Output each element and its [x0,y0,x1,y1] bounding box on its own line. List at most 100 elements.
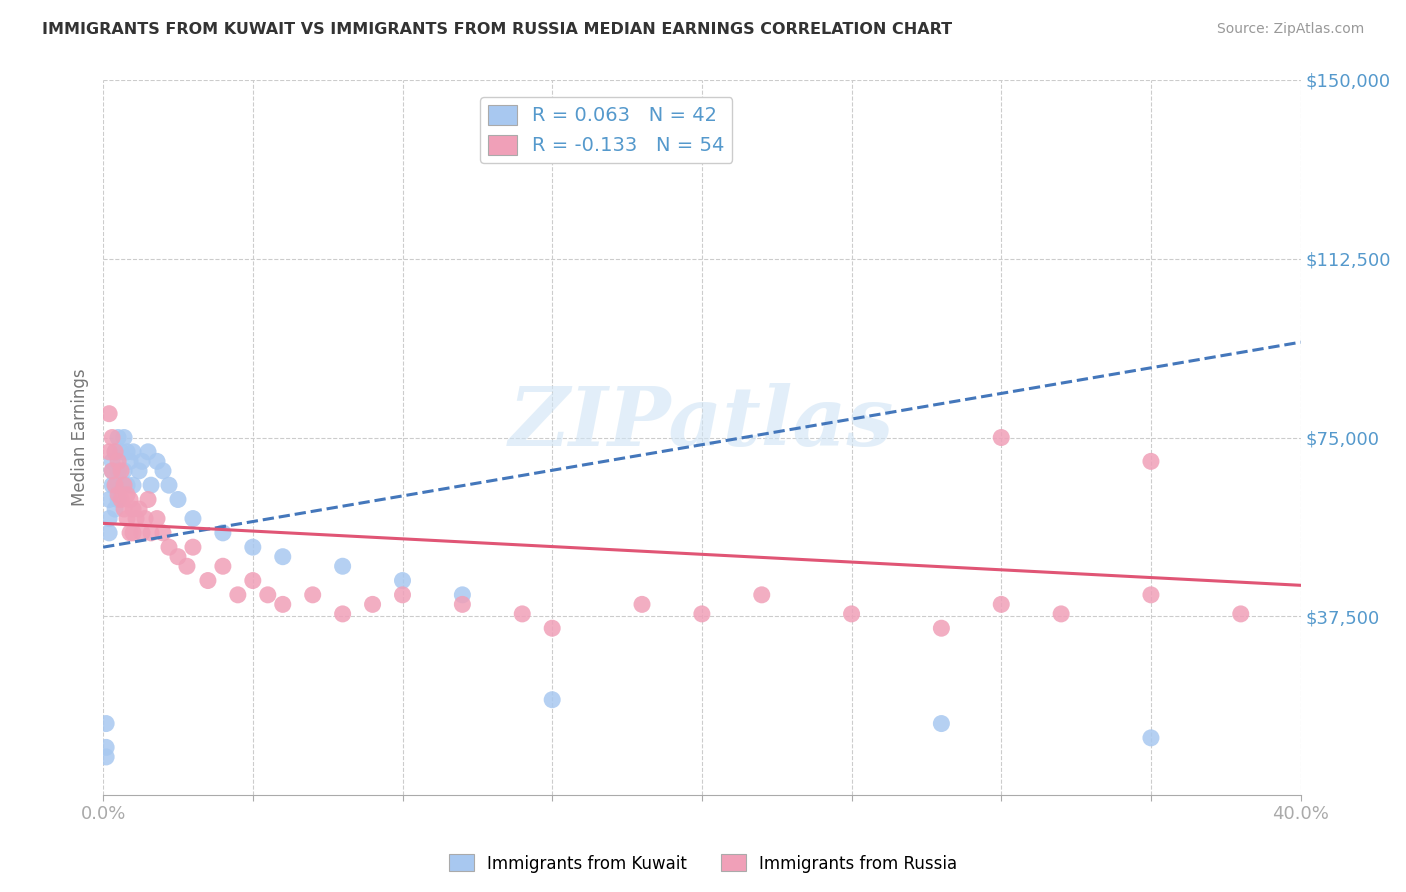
Point [212,559,235,574]
Point [107,454,129,468]
Point [122,525,145,540]
Legend: Immigrants from Kuwait, Immigrants from Russia: Immigrants from Kuwait, Immigrants from … [443,847,963,880]
Point [115,511,138,525]
Point [1229,607,1251,621]
Point [271,598,294,612]
Point [146,454,169,468]
Point [110,464,132,478]
Point [128,464,150,478]
Point [112,464,135,478]
Point [94,740,117,755]
Text: Source: ZipAtlas.com: Source: ZipAtlas.com [1216,22,1364,37]
Point [104,478,127,492]
Point [104,445,127,459]
Point [541,621,564,635]
Point [391,574,413,588]
Point [101,464,124,478]
Point [101,430,124,444]
Point [101,464,124,478]
Point [157,540,180,554]
Point [690,607,713,621]
Point [990,430,1012,444]
Point [510,607,533,621]
Point [101,454,124,468]
Point [104,502,127,516]
Point [301,588,323,602]
Point [167,492,190,507]
Point [152,464,174,478]
Point [181,540,204,554]
Point [112,502,135,516]
Point [136,445,159,459]
Point [931,716,953,731]
Point [391,588,413,602]
Point [120,454,142,468]
Point [107,464,129,478]
Y-axis label: Median Earnings: Median Earnings [72,368,89,507]
Point [94,750,117,764]
Point [107,488,129,502]
Point [139,478,162,492]
Point [152,525,174,540]
Point [332,607,354,621]
Point [110,478,132,492]
Point [134,511,156,525]
Point [451,588,474,602]
Point [256,588,278,602]
Point [122,502,145,516]
Point [131,454,153,468]
Legend: R = 0.063   N = 42, R = -0.133   N = 54: R = 0.063 N = 42, R = -0.133 N = 54 [479,97,733,163]
Point [101,478,124,492]
Point [931,621,953,635]
Point [146,511,169,525]
Point [226,588,249,602]
Point [212,525,235,540]
Point [122,445,145,459]
Point [122,478,145,492]
Point [541,692,564,706]
Point [197,574,219,588]
Point [131,525,153,540]
Point [115,488,138,502]
Point [120,492,142,507]
Point [361,598,384,612]
Point [181,511,204,525]
Point [98,445,121,459]
Point [98,492,121,507]
Point [110,492,132,507]
Point [94,716,117,731]
Point [451,598,474,612]
Point [242,574,264,588]
Point [110,445,132,459]
Point [115,478,138,492]
Text: ZIPatlas: ZIPatlas [509,384,894,463]
Point [990,598,1012,612]
Point [1140,731,1163,745]
Point [841,607,863,621]
Point [176,559,198,574]
Point [157,478,180,492]
Point [1140,454,1163,468]
Point [115,445,138,459]
Text: IMMIGRANTS FROM KUWAIT VS IMMIGRANTS FROM RUSSIA MEDIAN EARNINGS CORRELATION CHA: IMMIGRANTS FROM KUWAIT VS IMMIGRANTS FRO… [42,22,952,37]
Point [104,478,127,492]
Point [242,540,264,554]
Point [136,492,159,507]
Point [751,588,773,602]
Point [167,549,190,564]
Point [125,511,148,525]
Point [112,430,135,444]
Point [139,525,162,540]
Point [1140,588,1163,602]
Point [112,478,135,492]
Point [128,502,150,516]
Point [98,525,121,540]
Point [120,525,142,540]
Point [98,511,121,525]
Point [107,492,129,507]
Point [107,430,129,444]
Point [631,598,654,612]
Point [332,559,354,574]
Point [98,407,121,421]
Point [271,549,294,564]
